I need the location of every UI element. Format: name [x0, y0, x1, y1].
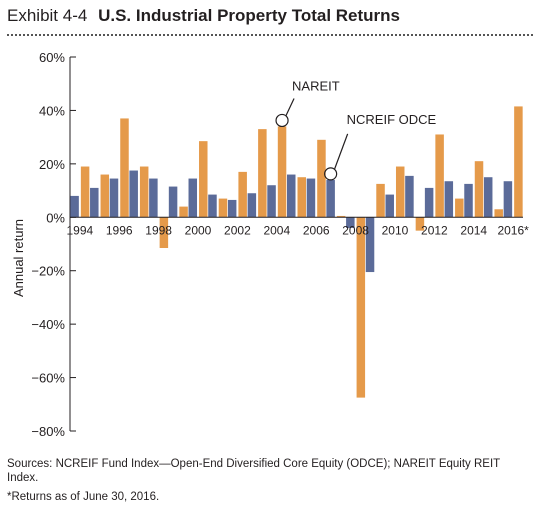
- annotation-marker: [324, 167, 338, 181]
- x-tick-label: 2014: [460, 223, 487, 237]
- y-tick-label: 40%: [39, 103, 65, 118]
- y-tick-label: −80%: [31, 424, 65, 439]
- bar-nareit: [336, 215, 346, 218]
- bar-ncreif-odce: [149, 178, 158, 218]
- y-axis-label: Annual return: [11, 219, 26, 297]
- bar-nareit: [376, 183, 385, 218]
- bar-nareit: [120, 118, 129, 218]
- footnote: *Returns as of June 30, 2016.: [7, 491, 160, 503]
- chart-notes: Sources: NCREIF Fund Index—Open-End Dive…: [7, 457, 532, 509]
- bar-ncreif-odce: [208, 194, 217, 218]
- bar-ncreif-odce: [247, 193, 257, 218]
- bar-nareit: [514, 106, 523, 218]
- x-tick-label: 2008: [342, 223, 369, 237]
- exhibit-label: Exhibit 4-4: [7, 6, 88, 25]
- bar-nareit: [218, 198, 228, 218]
- bar-nareit: [238, 171, 247, 218]
- bar-nareit: [297, 177, 306, 218]
- bar-ncreif-odce: [326, 179, 335, 218]
- x-tick-label: 2002: [224, 223, 251, 237]
- exhibit-header: Exhibit 4-4 U.S. Industrial Property Tot…: [7, 6, 400, 26]
- header-divider: [7, 34, 533, 36]
- bar-nareit: [455, 198, 464, 218]
- bar-nareit: [395, 166, 405, 218]
- x-tick-label: 2004: [263, 223, 290, 237]
- bar-nareit: [139, 166, 149, 218]
- y-tick-label: −60%: [31, 371, 65, 386]
- annotation-leader: [285, 98, 295, 116]
- y-tick-label: 20%: [39, 157, 65, 172]
- bar-ncreif-odce: [346, 217, 355, 228]
- x-tick-label: 1998: [145, 223, 172, 237]
- x-tick-label: 1994: [66, 223, 93, 237]
- y-tick-label: −40%: [31, 317, 65, 332]
- y-tick-label: −20%: [31, 264, 65, 279]
- bar-nareit: [80, 166, 90, 218]
- sources-note: Sources: NCREIF Fund Index—Open-End Dive…: [7, 458, 500, 484]
- bar-ncreif-odce: [385, 194, 394, 218]
- bar-ncreif-odce: [188, 178, 198, 218]
- bar-ncreif-odce: [109, 178, 119, 218]
- x-tick-label: 2012: [421, 223, 448, 237]
- bar-ncreif-odce: [503, 181, 513, 218]
- bar-nareit: [159, 217, 169, 249]
- bar-nareit: [415, 217, 425, 231]
- x-tick-label: 2016*: [497, 223, 529, 237]
- x-tick-label: 1996: [106, 223, 133, 237]
- x-tick-label: 2010: [382, 223, 409, 237]
- bar-ncreif-odce: [444, 181, 454, 218]
- bar-ncreif-odce: [267, 185, 276, 218]
- bar-nareit: [277, 126, 287, 218]
- annotation-label: NCREIF ODCE: [347, 112, 437, 127]
- x-tick-label: 2000: [185, 223, 212, 237]
- annotation-label: NAREIT: [292, 78, 340, 93]
- bar-nareit: [317, 139, 326, 218]
- bar-nareit: [474, 161, 484, 218]
- x-tick-label: 2006: [303, 223, 330, 237]
- bar-ncreif-odce: [90, 187, 99, 218]
- bar-ncreif-odce: [306, 178, 316, 218]
- bar-ncreif-odce: [168, 186, 178, 218]
- bar-ncreif-odce: [129, 170, 138, 218]
- bar-nareit: [199, 141, 208, 218]
- bar-nareit: [494, 209, 503, 218]
- bar-ncreif-odce: [405, 175, 414, 218]
- bar-ncreif-odce: [287, 174, 296, 218]
- bar-ncreif-odce: [227, 199, 237, 218]
- bar-nareit: [179, 206, 188, 218]
- bar-nareit: [356, 217, 366, 398]
- bar-ncreif-odce: [483, 177, 493, 218]
- chart-title: U.S. Industrial Property Total Returns: [98, 6, 401, 25]
- annotation-marker: [275, 113, 289, 128]
- bar-chart: 60% 40% 20% 0% −20% −40% −60% −80% Annual return…: [11, 50, 529, 439]
- y-tick-label: 60%: [39, 50, 65, 65]
- bar-nareit: [258, 129, 267, 218]
- bar-nareit: [100, 174, 110, 218]
- bar-nareit: [435, 134, 444, 218]
- bar-ncreif-odce: [70, 195, 79, 218]
- y-tick-label: 0%: [46, 210, 65, 225]
- bar-ncreif-odce: [464, 183, 473, 218]
- bar-ncreif-odce: [365, 217, 375, 273]
- annotation-leader: [334, 133, 349, 170]
- bar-ncreif-odce: [424, 187, 434, 218]
